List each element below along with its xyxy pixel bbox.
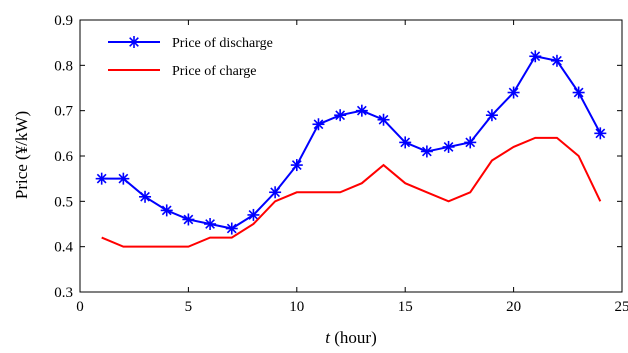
data-point-marker <box>269 186 282 199</box>
data-point-marker <box>507 86 520 99</box>
data-point-marker <box>139 190 152 203</box>
x-axis-label-variable: t <box>325 328 331 347</box>
x-tick-label: 10 <box>289 299 304 315</box>
legend-item: Price of discharge <box>108 36 273 51</box>
data-point-marker <box>95 172 108 185</box>
legend-label: Price of charge <box>172 64 256 79</box>
axes: 0 5 10 15 20 25 0.3 0.4 0.5 0.6 0.7 0.8 0.9 <box>54 13 628 315</box>
y-tick-label: 0.8 <box>54 58 73 74</box>
data-point-marker <box>247 208 260 221</box>
data-point-marker <box>572 86 585 99</box>
data-point-marker <box>117 172 130 185</box>
data-point-marker <box>355 104 368 117</box>
data-point-marker <box>420 145 433 158</box>
x-axis-label-unit: (hour) <box>330 328 377 347</box>
y-tick-label: 0.9 <box>54 13 73 29</box>
series-line <box>101 55 602 230</box>
data-point-marker <box>334 109 347 122</box>
legend-item: Price of charge <box>108 64 256 79</box>
data-point-marker <box>442 140 455 153</box>
series-price-of-discharge <box>95 50 607 235</box>
y-tick-label: 0.6 <box>54 149 73 165</box>
x-tick-label: 25 <box>615 299 628 315</box>
y-axis-label: Price (¥/kW) <box>12 111 31 199</box>
data-point-marker <box>290 159 303 172</box>
x-tick-label: 20 <box>506 299 521 315</box>
x-tick-label: 15 <box>398 299 413 315</box>
data-point-marker <box>529 50 542 63</box>
data-point-marker <box>485 109 498 122</box>
legend-label: Price of discharge <box>172 36 273 51</box>
data-point-marker <box>204 218 217 230</box>
x-tick-label: 0 <box>76 299 84 315</box>
series-line <box>101 136 602 248</box>
y-tick-label: 0.4 <box>54 240 73 256</box>
plot-frame <box>79 19 623 293</box>
data-point-marker <box>377 113 390 126</box>
y-tick-label: 0.5 <box>54 194 73 210</box>
data-point-marker <box>312 118 325 131</box>
data-point-marker <box>464 136 477 149</box>
data-point-marker <box>594 127 607 140</box>
series-price-of-charge <box>101 136 602 248</box>
x-tick-label: 5 <box>185 299 193 315</box>
legend: Price of discharge Price of charge <box>108 36 273 79</box>
data-point-marker <box>182 213 195 226</box>
y-tick-label: 0.3 <box>54 285 73 301</box>
data-point-marker <box>128 36 140 48</box>
x-axis-label: t (hour) <box>325 328 376 347</box>
data-point-marker <box>225 222 238 235</box>
data-point-marker <box>399 136 412 149</box>
series-group <box>95 50 607 248</box>
y-tick-label: 0.7 <box>54 104 73 120</box>
data-point-marker <box>160 204 173 217</box>
data-point-marker <box>550 54 563 67</box>
